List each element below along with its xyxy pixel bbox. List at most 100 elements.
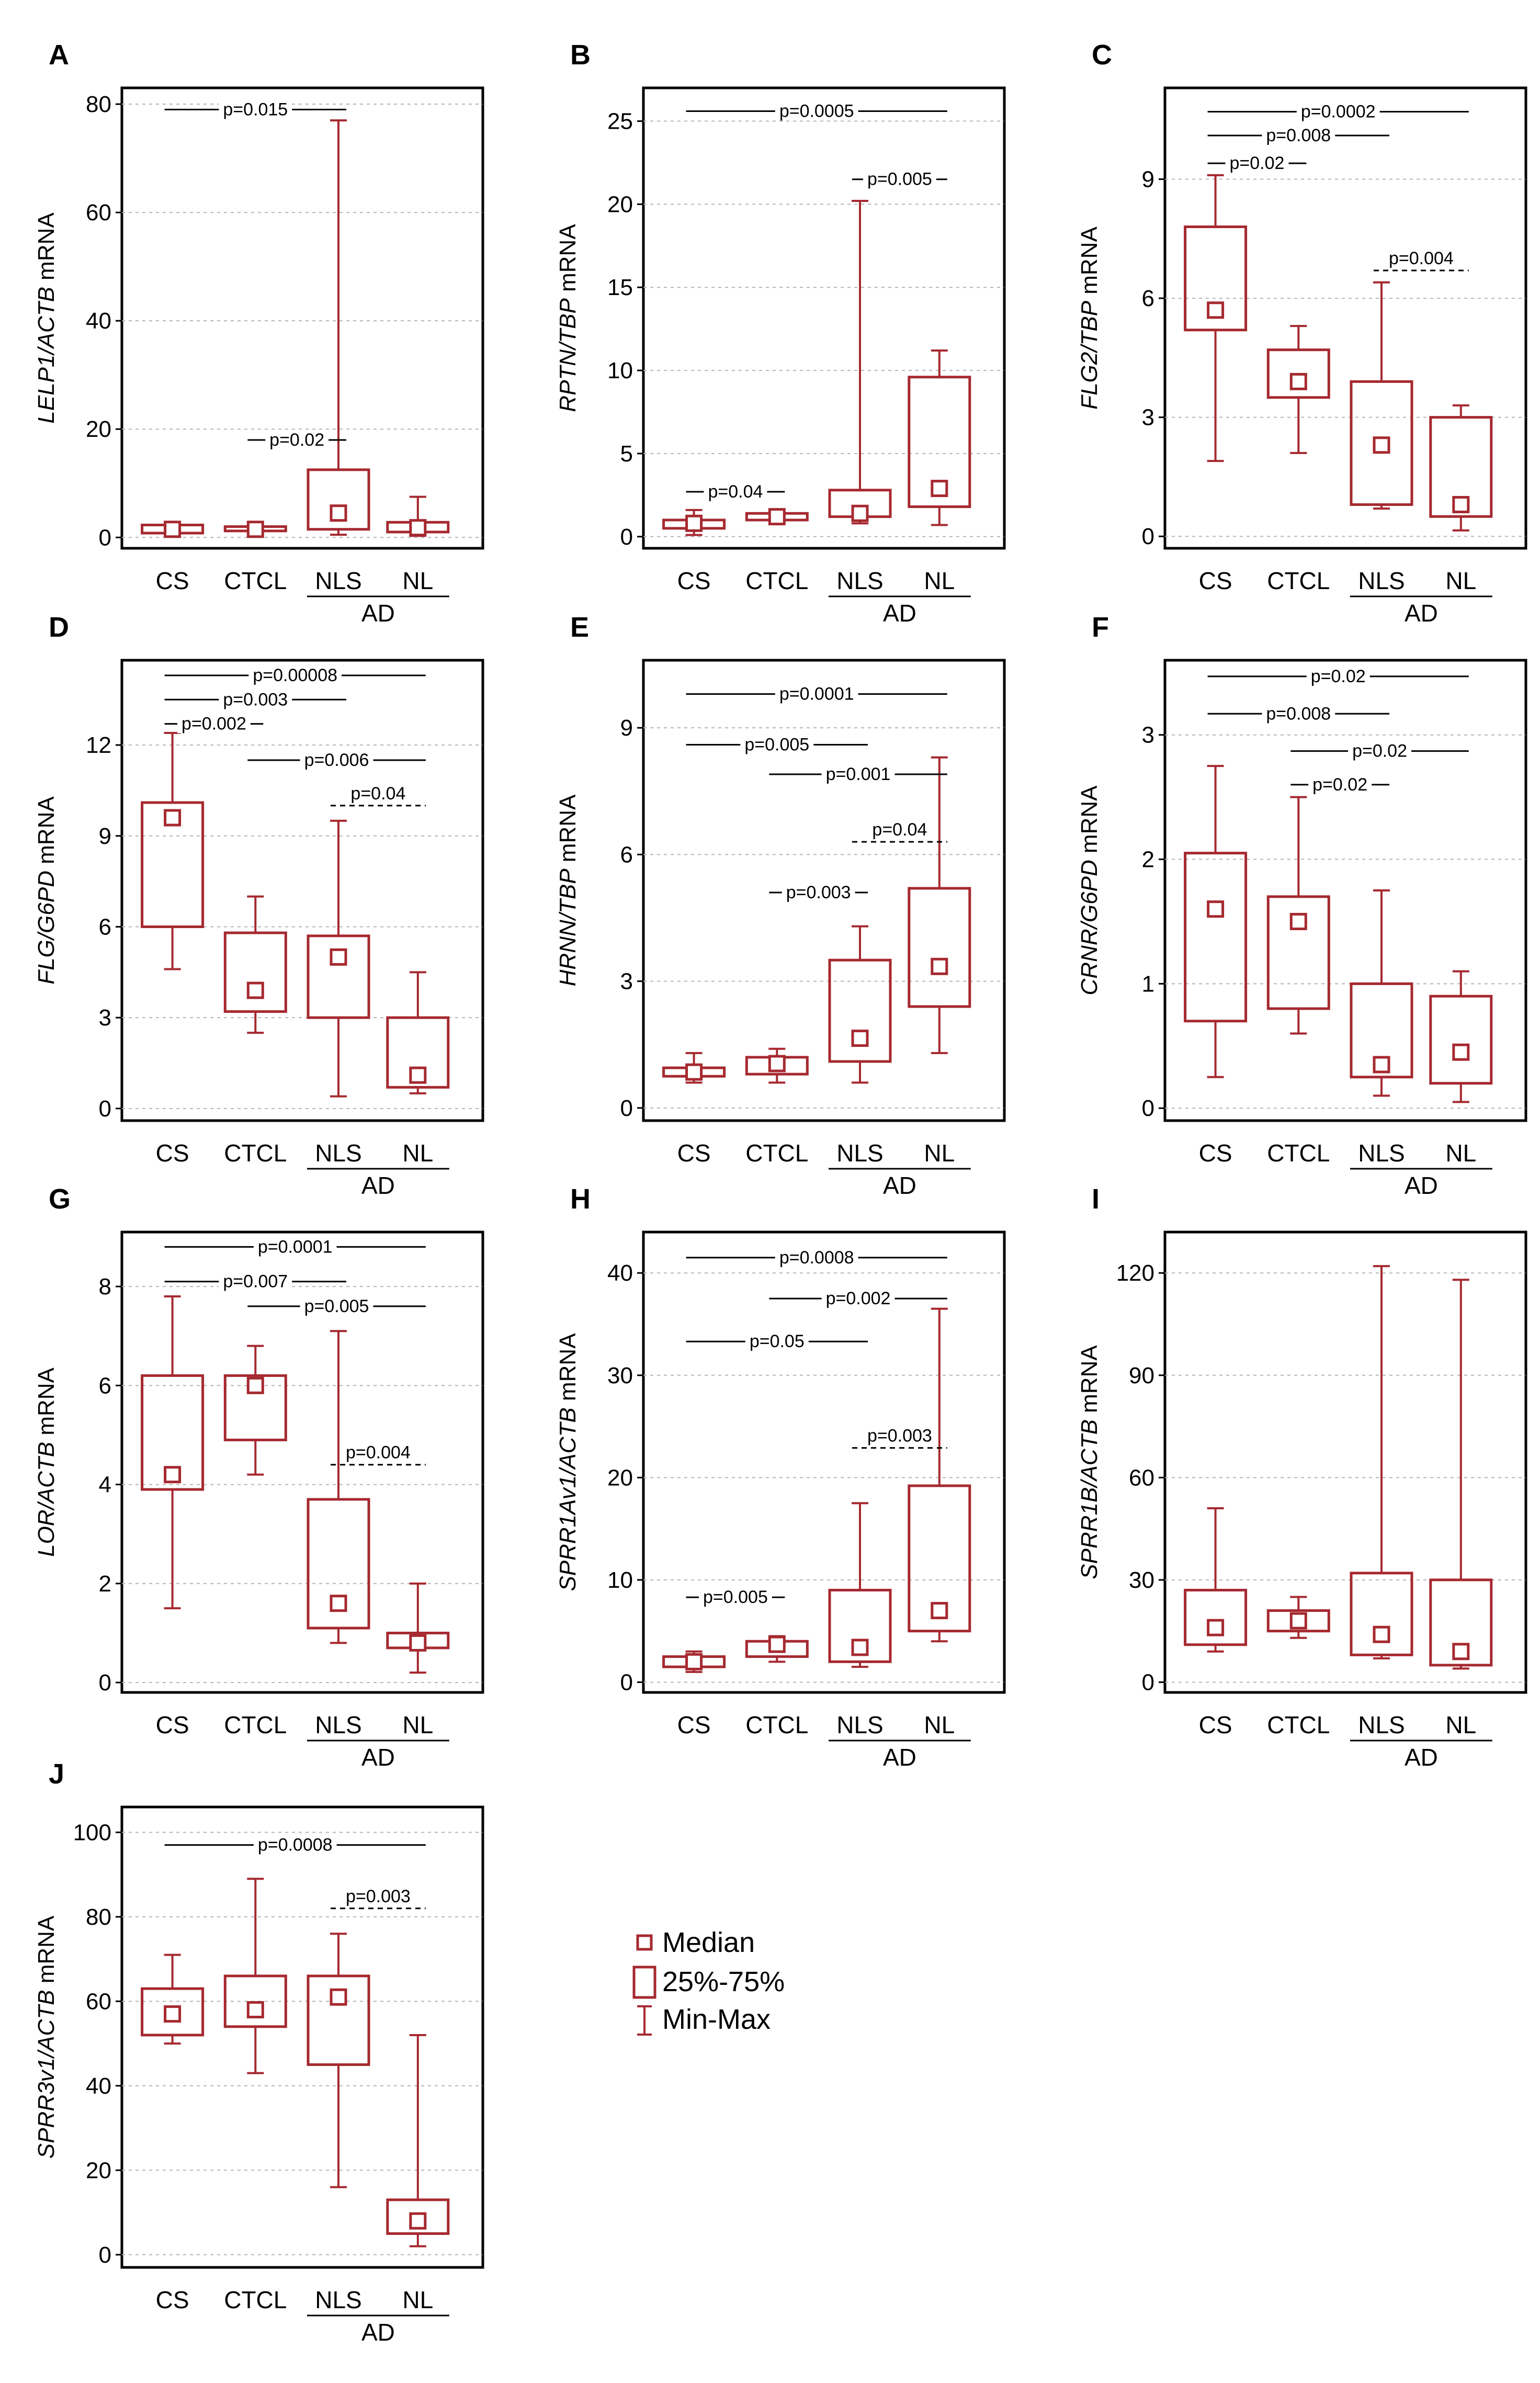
pvalue-label: p=0.05 <box>750 1331 805 1351</box>
box-cs <box>1184 174 1248 462</box>
pvalue-label-bg <box>775 101 858 121</box>
pvalue-bracket: p=0.0002 <box>1207 102 1469 122</box>
box-nl <box>386 495 450 537</box>
pvalue-label: p=0.005 <box>744 735 809 754</box>
median-marker <box>246 1376 264 1394</box>
pvalue-label-bg <box>782 883 855 902</box>
plot-frame <box>120 86 484 550</box>
pvalue-bracket: p=0.007 <box>164 1272 346 1292</box>
median-marker <box>1452 1643 1470 1661</box>
median-marker <box>931 957 948 975</box>
y-axis-label: SPRR1Av1/ACTB mRNA <box>555 1333 581 1591</box>
y-tick-label: 8 <box>99 1274 111 1300</box>
panel-letter: F <box>1092 612 1109 643</box>
y-tick-label: 60 <box>86 200 111 225</box>
legend-range-label: Min-Max <box>662 2004 771 2035</box>
pvalue-label-bg <box>177 714 251 733</box>
pvalue-label-bg <box>219 690 292 709</box>
pvalue-label: p=0.004 <box>1389 249 1454 268</box>
median-marker <box>768 508 786 526</box>
category-label-ctcl: CTCL <box>224 2286 287 2313</box>
pvalue-bracket: p=0.004 <box>1374 249 1469 272</box>
category-label-nl: NL <box>1445 1711 1476 1738</box>
y-tick-label: 2 <box>1142 847 1154 873</box>
median-marker <box>685 514 703 532</box>
box-nl <box>1429 404 1493 532</box>
box-nls <box>1350 281 1413 510</box>
category-label-nls: NLS <box>315 1711 361 1738</box>
y-tick-label: 1 <box>1142 971 1154 997</box>
category-label-cs: CS <box>677 1139 711 1167</box>
pvalue-label: p=0.00008 <box>253 665 337 685</box>
category-label-nls: NLS <box>315 1139 361 1167</box>
iqr-box <box>1184 225 1248 332</box>
iqr-box <box>307 934 370 1019</box>
pvalue-bracket: p=0.005 <box>852 170 947 189</box>
category-label-nls: NLS <box>836 1711 883 1738</box>
pvalue-label: p=0.02 <box>1229 153 1284 173</box>
pvalue-bracket: p=0.008 <box>1207 704 1389 724</box>
legend-iqr-label: 25%-75% <box>662 1966 785 1997</box>
panel-letter: B <box>570 39 591 71</box>
y-tick-label: 0 <box>1142 1095 1154 1121</box>
median-marker <box>1289 1612 1307 1630</box>
iqr-box <box>828 1588 892 1663</box>
y-tick-label: 0 <box>99 1670 111 1696</box>
pvalue-label: p=0.015 <box>223 99 288 119</box>
y-tick-label: 30 <box>607 1363 633 1388</box>
pvalue-label-bg <box>1262 704 1335 724</box>
iqr-box <box>1429 1578 1493 1667</box>
y-tick-label: 40 <box>86 2073 111 2099</box>
box-nl <box>386 971 450 1094</box>
pvalue-bracket: p=0.005 <box>247 1296 426 1316</box>
pvalue-label-bg <box>1348 741 1412 761</box>
group-label: AD <box>361 1172 395 1199</box>
pvalue-label-bg <box>1306 667 1370 686</box>
y-tick-label: 0 <box>620 1669 633 1695</box>
panel-c: C 0 3 6 9 FLG2/TBP mRNA CS CTCL NLS NL AD p=0.0002 p… <box>1077 39 1527 627</box>
pvalue-label: p=0.02 <box>1311 667 1366 686</box>
category-label-cs: CS <box>1199 1139 1232 1167</box>
y-tick-label: 0 <box>1142 524 1154 549</box>
pvalue-label: p=0.04 <box>872 820 927 840</box>
pvalue-label-bg <box>248 665 342 685</box>
legend-iqr-icon <box>632 1966 656 1999</box>
iqr-box <box>908 1484 971 1633</box>
y-tick-label: 6 <box>620 842 633 867</box>
iqr-box <box>828 958 892 1063</box>
pvalue-bracket: p=0.002 <box>164 714 264 734</box>
median-marker <box>1373 1056 1390 1074</box>
pvalue-bracket: p=0.004 <box>331 1443 426 1466</box>
box-cs <box>662 1650 726 1673</box>
iqr-box <box>1429 416 1493 518</box>
panel-letter: I <box>1092 1183 1100 1215</box>
iqr-box <box>223 1974 287 2028</box>
box-nls <box>307 819 370 1098</box>
y-tick-label: 60 <box>86 1989 111 2014</box>
y-axis-label: LOR/ACTB mRNA <box>33 1367 59 1556</box>
plot-frame <box>1163 1230 1527 1694</box>
median-marker <box>685 1063 703 1081</box>
median-marker <box>164 1466 182 1484</box>
category-label-nls: NLS <box>836 1139 883 1167</box>
y-tick-label: 9 <box>99 823 111 849</box>
pvalue-label-bg <box>704 482 767 501</box>
pvalue-label: p=0.003 <box>786 883 851 902</box>
median-marker <box>851 1639 869 1656</box>
panel-letter: E <box>570 612 589 643</box>
pvalue-bracket: p=0.0001 <box>686 684 947 704</box>
panel-j: J 0 20 40 60 80 100 SPRR3v1/ACTB mRNA CS CTCL NLS N… <box>33 1758 484 2346</box>
legend-median-label: Median <box>662 1927 755 1958</box>
category-label-nl: NL <box>1445 567 1476 594</box>
group-label: AD <box>1405 600 1438 627</box>
median-marker <box>246 521 264 538</box>
category-label-cs: CS <box>1199 567 1232 594</box>
category-label-ctcl: CTCL <box>224 567 287 594</box>
pvalue-bracket: p=0.02 <box>1290 775 1389 795</box>
category-label-cs: CS <box>1199 1711 1232 1738</box>
pvalue-bracket: p=0.00008 <box>164 665 426 685</box>
category-label-ctcl: CTCL <box>224 1139 287 1167</box>
pvalue-label-bg <box>775 1248 858 1267</box>
y-axis-label: LELP1/ACTB mRNA <box>33 212 59 424</box>
category-label-nls: NLS <box>315 567 361 594</box>
